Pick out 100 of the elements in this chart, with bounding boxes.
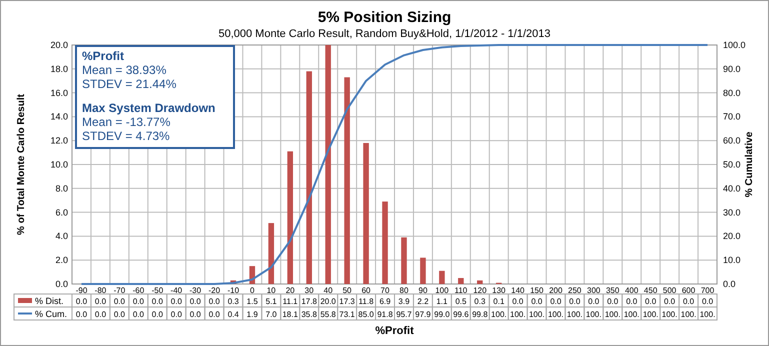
- data-label: 100.: [528, 310, 545, 319]
- data-label: 17.8: [301, 297, 318, 306]
- data-label: 0.0: [626, 297, 638, 306]
- data-label: 0.0: [170, 310, 182, 319]
- x-tick-label: -70: [114, 286, 126, 295]
- data-label: 17.3: [339, 297, 356, 306]
- y-tick-label: 0.0: [55, 279, 68, 289]
- data-label: 0.0: [208, 310, 220, 319]
- x-tick-label: 30: [304, 286, 314, 295]
- annotation: Mean = 38.93%: [82, 63, 167, 77]
- data-label: 99.8: [472, 310, 488, 319]
- x-tick-label: 0: [250, 286, 255, 295]
- x-tick-label: 200: [549, 286, 563, 295]
- annotation: STDEV = 4.73%: [82, 129, 170, 143]
- data-label: 0.0: [682, 297, 695, 306]
- x-tick-label: 10: [266, 286, 276, 295]
- data-label: 99.0: [434, 310, 450, 319]
- data-label: 0.0: [645, 297, 657, 306]
- x-tick-label: 400: [624, 286, 639, 295]
- bar: [268, 223, 274, 284]
- data-label: 1.1: [436, 297, 448, 306]
- x-tick-label: 70: [380, 286, 390, 295]
- y2-tick-label: 20.0: [723, 231, 741, 242]
- data-label: 100.: [548, 310, 564, 319]
- data-label: 0.0: [114, 310, 126, 319]
- data-label: 0.0: [170, 297, 182, 306]
- bar: [306, 71, 312, 284]
- x-tick-label: 110: [454, 286, 468, 295]
- data-label: 0.0: [512, 297, 524, 306]
- x-tick-label: -50: [152, 286, 164, 295]
- x-tick-label: -30: [190, 286, 202, 295]
- x-tick-label: 350: [606, 286, 620, 295]
- x-tick-label: 300: [587, 286, 601, 295]
- annotation: %Profit: [82, 49, 124, 63]
- data-label: 0.0: [114, 297, 126, 306]
- bar: [420, 258, 426, 284]
- y-axis-title: % of Total Monte Carlo Result: [16, 93, 27, 235]
- data-label: 20.0: [320, 297, 336, 306]
- data-label: 99.6: [453, 310, 470, 319]
- x-tick-label: 120: [473, 286, 488, 295]
- data-label: 73.1: [339, 310, 356, 319]
- bar: [477, 280, 483, 284]
- y2-tick-label: 90.0: [723, 64, 741, 74]
- data-label: 0.0: [702, 297, 714, 306]
- x-tick-label: 500: [662, 286, 677, 295]
- data-label: 0.0: [132, 297, 145, 306]
- data-label: 0.0: [550, 297, 562, 306]
- data-label: 91.8: [377, 310, 394, 319]
- data-label: 3.9: [398, 297, 410, 306]
- data-label: 7.0: [266, 310, 278, 319]
- y2-tick-label: 50.0: [723, 160, 741, 170]
- data-label: 0.0: [607, 297, 619, 306]
- data-label: 100.: [662, 310, 678, 319]
- data-label: 0.4: [228, 310, 240, 319]
- legend-label: % Dist.: [35, 296, 64, 306]
- data-label: 0.3: [474, 297, 486, 306]
- x-tick-label: -10: [227, 286, 240, 295]
- y2-tick-label: 0.0: [723, 279, 736, 289]
- x-tick-label: 140: [511, 286, 526, 295]
- x-tick-label: 90: [418, 286, 428, 295]
- data-label: 0.3: [228, 297, 240, 306]
- y2-tick-label: 80.0: [723, 88, 741, 98]
- data-label: 5.1: [266, 297, 278, 306]
- data-label: 0.0: [76, 297, 88, 306]
- x-tick-label: 150: [530, 286, 544, 295]
- x-tick-label: -60: [132, 286, 145, 295]
- x-tick-label: 50: [342, 286, 352, 295]
- x-tick-label: 40: [324, 286, 334, 295]
- chart-subtitle: 50,000 Monte Carlo Result, Random Buy&Hold, 1/1/2012 - 1/1/2013: [218, 28, 551, 40]
- x-tick-label: -20: [208, 286, 221, 295]
- y-tick-label: 6.0: [55, 207, 68, 218]
- y-tick-label: 20.0: [50, 40, 68, 50]
- data-label: 11.1: [282, 297, 298, 306]
- x-tick-label: 80: [400, 286, 409, 295]
- data-label: 0.0: [664, 297, 676, 306]
- bar: [439, 270, 445, 284]
- data-label: 0.0: [152, 297, 164, 306]
- y2-tick-label: 100.0: [723, 40, 746, 50]
- y2-tick-label: 10.0: [723, 255, 741, 266]
- bar: [325, 45, 331, 284]
- data-label: 0.0: [190, 310, 202, 319]
- annotation: Mean = -13.77%: [82, 115, 171, 129]
- data-label: 0.0: [152, 310, 164, 319]
- data-label: 95.7: [396, 310, 412, 319]
- x-tick-label: 130: [492, 286, 506, 295]
- data-label: 100.: [510, 310, 526, 319]
- data-label: 35.8: [301, 310, 318, 319]
- data-label: 1.9: [246, 310, 258, 319]
- data-label: 97.9: [415, 310, 432, 319]
- bar: [401, 237, 407, 284]
- y2-tick-label: 30.0: [723, 207, 741, 218]
- data-label: 100.: [491, 310, 507, 319]
- data-label: 0.0: [190, 297, 202, 306]
- bar: [363, 142, 369, 284]
- y2-tick-label: 40.0: [723, 183, 741, 194]
- line-series: [80, 44, 709, 285]
- data-label: 6.9: [379, 297, 392, 306]
- x-tick-label: 60: [362, 286, 372, 295]
- bar: [287, 151, 294, 284]
- x-tick-label: 700: [700, 286, 715, 295]
